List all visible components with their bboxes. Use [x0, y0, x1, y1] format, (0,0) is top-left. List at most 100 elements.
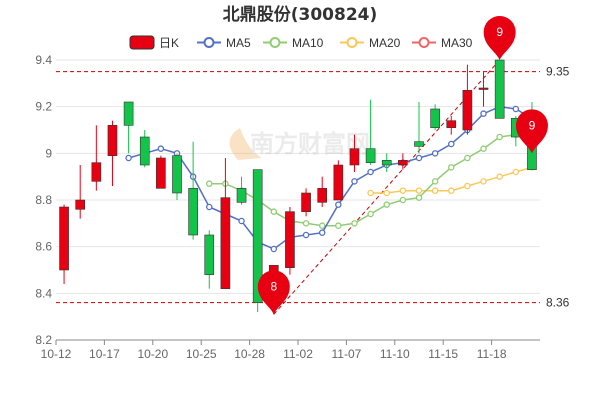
- ma5-point: [125, 154, 132, 162]
- ma5-point: [351, 178, 358, 185]
- candle: [446, 116, 457, 135]
- marker-pin: 9: [515, 109, 548, 154]
- candle-body: [188, 188, 198, 236]
- ma10-point: [464, 154, 471, 162]
- x-tick-label: 10-25: [186, 347, 217, 361]
- ma20-point: [448, 187, 455, 194]
- legend[interactable]: 日K MA5 MA10 MA20 MA30: [129, 35, 473, 50]
- legend-swatch-dot: [418, 37, 430, 48]
- marker-pins: 8 9 9: [257, 16, 548, 315]
- ma10-point: [496, 133, 503, 141]
- candle: [172, 153, 182, 200]
- ma5-point: [335, 201, 342, 208]
- candle: [204, 230, 215, 289]
- ma5-point: [448, 140, 455, 148]
- marker-pin-label: 9: [496, 25, 503, 39]
- legend-swatch-k: [129, 35, 155, 50]
- candle-body: [430, 108, 440, 128]
- ref-line-low-label: 8.36: [546, 296, 570, 310]
- candle-body: [494, 59, 505, 119]
- chart-title: 北鼎股份(300824): [223, 4, 378, 25]
- x-tick-label: 11-02: [283, 347, 313, 361]
- ma10-point: [480, 145, 487, 152]
- ma20-point: [480, 178, 487, 185]
- candle: [75, 165, 86, 219]
- candle-body: [285, 211, 295, 268]
- marker-pin-shape: [257, 270, 290, 315]
- ma10-point: [335, 222, 342, 229]
- legend-label: MA30: [441, 36, 473, 50]
- ma5-point: [415, 154, 423, 162]
- candle-body: [317, 188, 328, 203]
- candle-body: [414, 141, 424, 147]
- ma10-point: [415, 194, 423, 201]
- y-tick-label: 9.4: [35, 53, 52, 67]
- trend-line-dashed: [273, 59, 501, 315]
- candle: [365, 99, 376, 165]
- legend-item-ma20[interactable]: MA20: [340, 36, 401, 50]
- candle: [317, 176, 328, 207]
- ma20-point: [464, 182, 471, 190]
- reference-lines: 9.35 8.36: [56, 65, 570, 310]
- candle: [285, 207, 295, 275]
- x-tick-label: 10-12: [41, 347, 72, 361]
- candle-body: [478, 87, 489, 90]
- marker-pin-shape: [483, 16, 516, 60]
- ma10-point: [270, 208, 278, 215]
- ma20-point: [415, 187, 423, 194]
- ma5-point: [431, 150, 439, 157]
- ma20-point: [399, 187, 407, 194]
- y-tick-label: 8.2: [35, 333, 52, 347]
- candle-body: [220, 197, 231, 289]
- ma5-point: [480, 110, 487, 117]
- watermark-group: 南方财富网: [229, 128, 370, 160]
- candle: [301, 188, 311, 217]
- candle: [156, 155, 166, 189]
- legend-item-ma10[interactable]: MA10: [263, 36, 324, 50]
- ref-line-high-label: 9.35: [546, 65, 570, 79]
- legend-label: MA5: [226, 36, 251, 50]
- legend-item-ma5[interactable]: MA5: [197, 36, 251, 50]
- candle-body: [172, 155, 182, 194]
- candle: [91, 125, 102, 191]
- y-tick-label: 9.2: [35, 100, 52, 114]
- ma20-point: [367, 189, 374, 197]
- y-tick-label: 8.8: [35, 193, 52, 207]
- ma5-point: [302, 231, 310, 239]
- candle: [188, 141, 198, 240]
- candle-body: [462, 90, 473, 131]
- legend-item-ma30[interactable]: MA30: [412, 36, 473, 50]
- legend-swatch-dot: [203, 37, 215, 48]
- ma5-point: [367, 168, 374, 176]
- legend-swatch-dot: [346, 37, 358, 48]
- ma10-point: [302, 220, 310, 227]
- y-tick-label: 8.4: [35, 286, 52, 300]
- ma10-point: [351, 220, 358, 227]
- ma10-point: [206, 180, 213, 187]
- candle: [349, 134, 360, 172]
- legend-label: 日K: [159, 36, 179, 50]
- trend-line: [273, 59, 501, 315]
- ma5-point: [270, 245, 278, 253]
- marker-pin-label: 9: [529, 118, 536, 132]
- candle-body: [301, 192, 311, 212]
- candle: [139, 130, 150, 168]
- ma20-point: [383, 189, 390, 197]
- candle-body: [236, 188, 247, 203]
- candle-body: [91, 162, 102, 182]
- candle-body: [446, 120, 457, 128]
- candle-body: [333, 164, 344, 201]
- candle-body: [365, 148, 376, 163]
- candle: [123, 101, 134, 154]
- ma10-point: [367, 210, 374, 218]
- ma10-point: [399, 196, 407, 204]
- ma10-point: [448, 164, 455, 171]
- candles: [59, 59, 537, 315]
- x-tick-label: 11-07: [331, 347, 361, 361]
- legend-item-k[interactable]: 日K: [129, 35, 179, 50]
- candle-body: [398, 160, 408, 166]
- legend-label: MA10: [292, 36, 324, 50]
- candle: [478, 71, 489, 107]
- ma5-line: [128, 105, 533, 250]
